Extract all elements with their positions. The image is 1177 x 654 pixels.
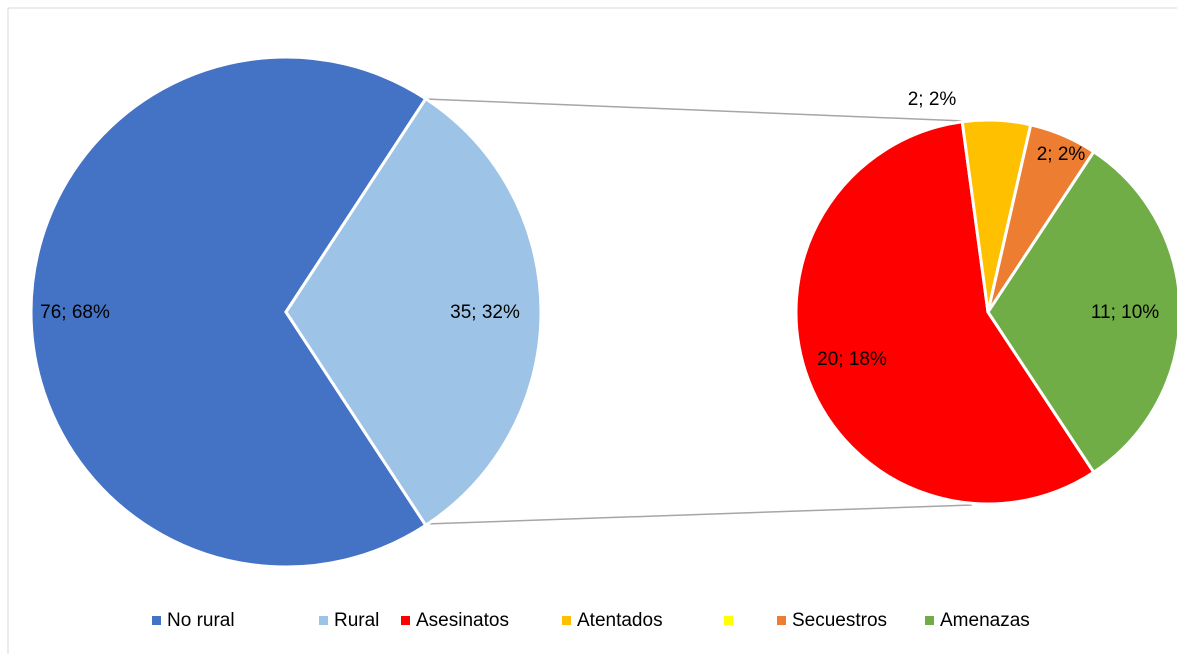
legend-swatch [319, 616, 328, 625]
connector-line [424, 504, 973, 525]
legend-label: No rural [167, 610, 235, 631]
pie-slice [29, 55, 428, 569]
data-label: 20; 18% [817, 349, 887, 370]
data-label: 35; 32% [450, 302, 520, 323]
connector-line [424, 98, 966, 122]
pie-slice [284, 96, 543, 528]
legend-label: Secuestros [792, 610, 887, 631]
data-label: 11; 10% [1091, 302, 1159, 323]
legend-swatch [562, 616, 571, 625]
legend-swatch [401, 616, 410, 625]
legend-label: Asesinatos [416, 610, 509, 631]
chart-border [7, 7, 1177, 654]
legend-swatch [724, 616, 733, 625]
legend-label: Atentados [577, 610, 663, 631]
legend-swatch [777, 616, 786, 625]
legend-label: Amenazas [940, 610, 1030, 631]
data-label: 2; 2% [908, 89, 957, 110]
data-label: 76; 68% [40, 302, 110, 323]
data-label: 2; 2% [1037, 144, 1086, 165]
pie-slice [794, 120, 1096, 506]
legend-swatch [152, 616, 161, 625]
legend-swatch [925, 616, 934, 625]
pie-slice [986, 149, 1177, 475]
legend-label: Rural [334, 610, 379, 631]
